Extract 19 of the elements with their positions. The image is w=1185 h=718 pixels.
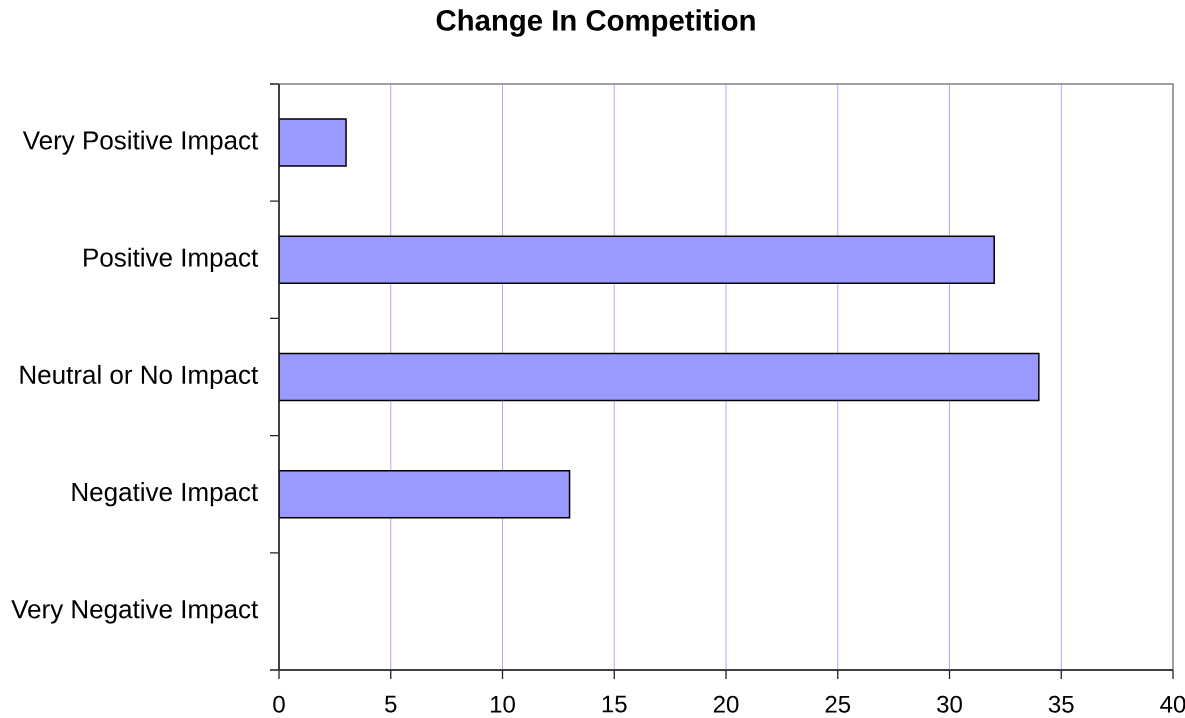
y-tick-label: Positive Impact <box>84 247 259 272</box>
y-tick-label: Negative Impact <box>72 482 259 507</box>
bar <box>279 235 995 285</box>
x-tick-label: 5 <box>385 695 397 713</box>
x-tick-label: 0 <box>273 695 285 713</box>
x-tick-label: 40 <box>1160 695 1185 713</box>
bar <box>279 118 347 167</box>
y-tick-label: Very Negative Impact <box>11 599 259 624</box>
bar <box>279 352 1040 402</box>
y-tick-label: Neutral or No Impact <box>20 364 259 390</box>
x-tick-label: 30 <box>937 695 962 713</box>
bar <box>279 469 571 519</box>
x-tick-label: 10 <box>490 695 515 713</box>
x-tick-label: 25 <box>825 695 851 713</box>
chart-title: Change In Competition <box>436 9 755 37</box>
x-tick-label: 15 <box>602 695 627 713</box>
x-tick-label: 35 <box>1048 695 1074 713</box>
y-tick-label: Very Positive Impact <box>22 130 259 155</box>
x-tick-label: 20 <box>713 695 739 713</box>
